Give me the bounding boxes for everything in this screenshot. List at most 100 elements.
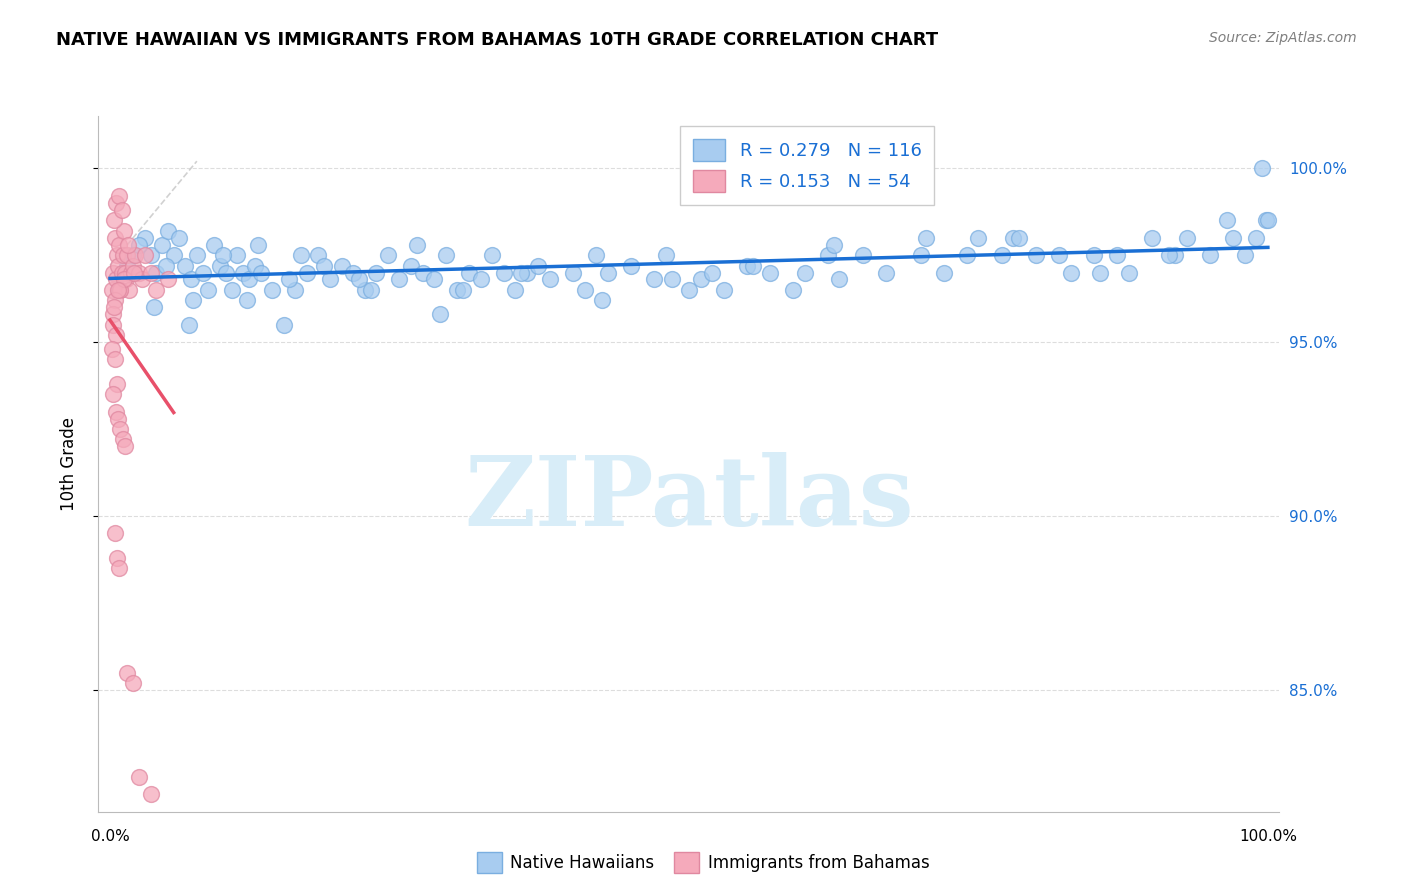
Point	[516, 265, 538, 279]
Point	[1233, 248, 1256, 262]
Point	[107, 189, 129, 203]
Point	[915, 230, 938, 244]
Point	[105, 195, 128, 210]
Point	[249, 265, 271, 279]
Point	[319, 272, 342, 286]
Point	[114, 439, 136, 453]
Point	[990, 248, 1012, 262]
Point	[643, 272, 665, 286]
Point	[117, 259, 139, 273]
Point	[104, 404, 127, 418]
Point	[562, 265, 585, 279]
Point	[1083, 248, 1105, 262]
Point	[208, 259, 231, 273]
Point	[759, 265, 782, 279]
Point	[197, 283, 219, 297]
Point	[101, 342, 124, 356]
Point	[117, 665, 139, 680]
Point	[377, 248, 399, 262]
Point	[117, 248, 139, 262]
Point	[956, 248, 979, 262]
Point	[156, 272, 179, 286]
Point	[131, 272, 153, 286]
Point	[110, 283, 132, 297]
Point	[191, 265, 214, 279]
Point	[104, 328, 127, 343]
Point	[177, 318, 200, 332]
Point	[117, 283, 139, 297]
Point	[817, 248, 839, 262]
Point	[155, 259, 177, 273]
Point	[212, 248, 235, 262]
Point	[1118, 265, 1140, 279]
Point	[347, 272, 370, 286]
Point	[823, 237, 845, 252]
Point	[932, 265, 955, 279]
Point	[101, 283, 124, 297]
Point	[353, 283, 375, 297]
Point	[1140, 230, 1163, 244]
Point	[103, 265, 125, 279]
Point	[103, 300, 125, 314]
Point	[405, 237, 427, 252]
Text: 100.0%: 100.0%	[1239, 829, 1296, 844]
Point	[235, 293, 257, 308]
Point	[689, 272, 711, 286]
Point	[110, 265, 132, 279]
Point	[104, 230, 127, 244]
Point	[111, 202, 134, 217]
Point	[1002, 230, 1025, 244]
Point	[1088, 265, 1111, 279]
Point	[122, 265, 145, 279]
Point	[330, 259, 353, 273]
Point	[596, 265, 619, 279]
Text: NATIVE HAWAIIAN VS IMMIGRANTS FROM BAHAMAS 10TH GRADE CORRELATION CHART: NATIVE HAWAIIAN VS IMMIGRANTS FROM BAHAM…	[56, 31, 938, 49]
Point	[238, 272, 260, 286]
Point	[108, 283, 131, 297]
Point	[423, 272, 446, 286]
Point	[307, 248, 329, 262]
Point	[112, 224, 135, 238]
Point	[107, 411, 129, 425]
Point	[111, 248, 134, 262]
Point	[104, 272, 127, 286]
Point	[481, 248, 503, 262]
Point	[150, 237, 173, 252]
Point	[585, 248, 607, 262]
Point	[124, 248, 146, 262]
Point	[510, 265, 533, 279]
Point	[360, 283, 382, 297]
Point	[105, 376, 128, 391]
Legend: R = 0.279   N = 116, R = 0.153   N = 54: R = 0.279 N = 116, R = 0.153 N = 54	[681, 127, 934, 205]
Point	[169, 230, 191, 244]
Point	[1164, 248, 1187, 262]
Point	[290, 248, 312, 262]
Point	[180, 272, 202, 286]
Point	[128, 770, 150, 784]
Point	[143, 300, 166, 314]
Point	[1025, 248, 1047, 262]
Point	[221, 283, 243, 297]
Point	[284, 283, 307, 297]
Point	[446, 283, 468, 297]
Point	[186, 248, 208, 262]
Point	[215, 265, 238, 279]
Point	[1159, 248, 1181, 262]
Point	[145, 283, 167, 297]
Point	[1049, 248, 1071, 262]
Point	[366, 265, 388, 279]
Point	[314, 259, 336, 273]
Point	[591, 293, 613, 308]
Point	[202, 237, 225, 252]
Point	[103, 213, 125, 227]
Point	[1251, 161, 1274, 175]
Text: ZIPatlas: ZIPatlas	[464, 451, 914, 546]
Point	[107, 259, 129, 273]
Point	[828, 272, 851, 286]
Point	[492, 265, 515, 279]
Point	[1175, 230, 1198, 244]
Point	[114, 265, 136, 279]
Point	[1246, 230, 1268, 244]
Point	[458, 265, 481, 279]
Point	[451, 283, 474, 297]
